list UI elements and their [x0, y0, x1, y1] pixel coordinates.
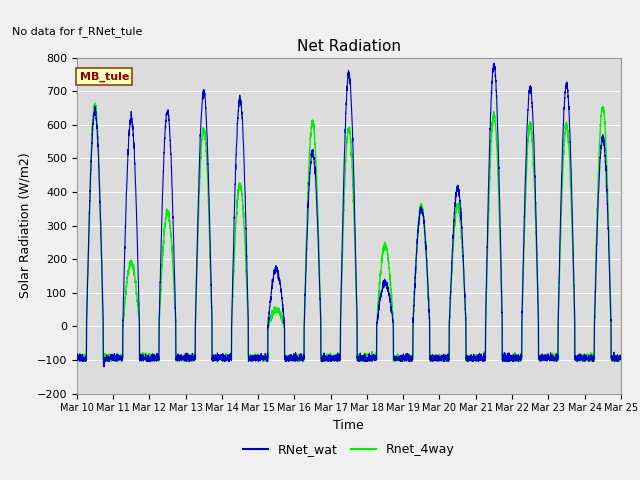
Rnet_4way — [471, 355, 479, 360]
RNet_wat — [490, 60, 498, 66]
Rnet_4way — [73, 352, 81, 358]
Rnet_4way — [616, 358, 624, 363]
Line: Rnet_4way: Rnet_4way — [77, 103, 621, 365]
Rnet_4way — [441, 355, 449, 361]
Y-axis label: Solar Radiation (W/m2): Solar Radiation (W/m2) — [18, 153, 31, 299]
Rnet_4way — [171, 303, 179, 309]
X-axis label: Time: Time — [333, 419, 364, 432]
Rnet_4way — [502, 358, 509, 363]
Rnet_4way — [329, 354, 337, 360]
RNet_wat — [100, 364, 108, 370]
Rnet_4way — [91, 100, 99, 106]
RNet_wat — [329, 356, 337, 361]
Text: No data for f_RNet_tule: No data for f_RNet_tule — [12, 26, 142, 37]
Line: RNet_wat: RNet_wat — [77, 63, 621, 367]
RNet_wat — [617, 353, 625, 359]
RNet_wat — [171, 278, 179, 284]
Legend: RNet_wat, Rnet_4way: RNet_wat, Rnet_4way — [238, 438, 460, 461]
Rnet_4way — [617, 353, 625, 359]
RNet_wat — [502, 357, 509, 362]
RNet_wat — [471, 358, 479, 363]
Rnet_4way — [100, 362, 108, 368]
RNet_wat — [441, 356, 449, 362]
Text: MB_tule: MB_tule — [79, 72, 129, 82]
RNet_wat — [616, 356, 624, 361]
Title: Net Radiation: Net Radiation — [297, 39, 401, 54]
RNet_wat — [73, 352, 81, 358]
